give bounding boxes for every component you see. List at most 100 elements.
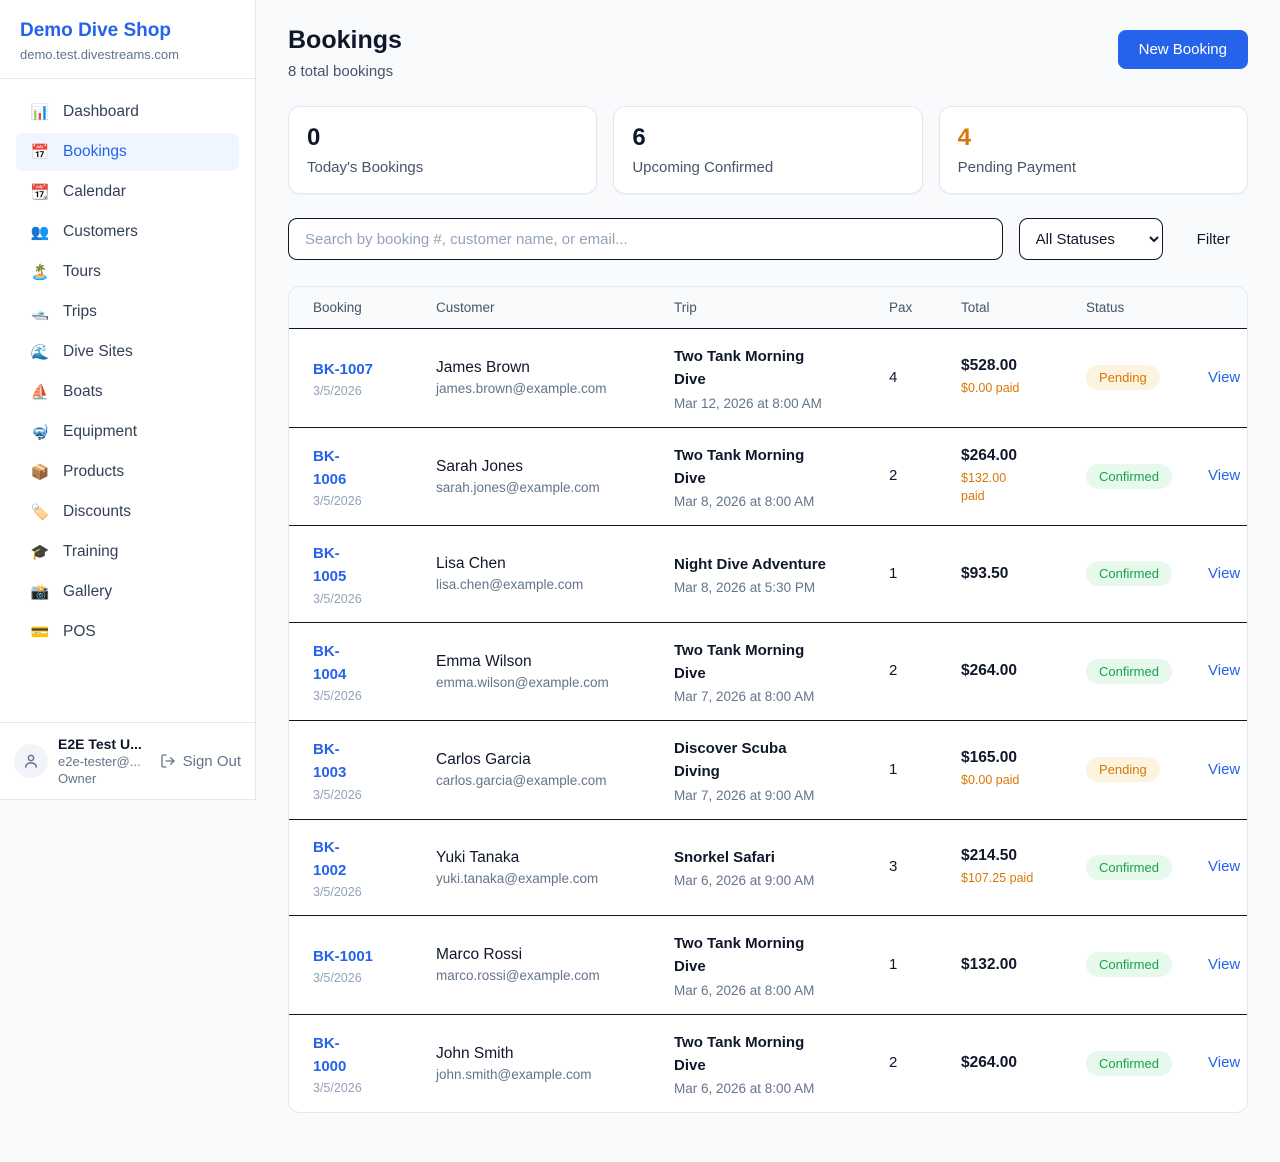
diving-mask-icon: 🤿 (30, 424, 50, 441)
trip-datetime: Mar 6, 2026 at 8:00 AM (674, 982, 815, 998)
table-row: BK- 1003 3/5/2026 Carlos Garcia carlos.g… (289, 720, 1247, 820)
booking-id-link[interactable]: BK- 1000 (313, 1034, 347, 1075)
status-badge: Confirmed (1086, 952, 1172, 978)
sailboat-icon: ⛵ (30, 384, 50, 401)
pax-count: 2 (889, 1054, 898, 1072)
page-subtitle: 8 total bookings (288, 63, 394, 80)
logout-icon (160, 754, 175, 768)
sidebar-item-calendar[interactable]: 📆 Calendar (16, 173, 239, 211)
table-row: BK- 1004 3/5/2026 Emma Wilson emma.wilso… (289, 622, 1247, 721)
sidebar-item-trips[interactable]: 🛥️ Trips (16, 293, 239, 331)
column-header-total: Total (937, 287, 1062, 329)
sidebar-item-label: Training (63, 543, 119, 560)
table-row: BK- 1006 3/5/2026 Sarah Jones sarah.jone… (289, 427, 1247, 526)
booking-date: 3/5/2026 (313, 689, 362, 703)
booking-date: 3/5/2026 (313, 885, 362, 899)
booking-date: 3/5/2026 (313, 1081, 362, 1095)
pax-count: 3 (889, 858, 898, 876)
customer-name: Carlos Garcia (436, 751, 531, 769)
sidebar-item-products[interactable]: 📦 Products (16, 453, 239, 491)
new-booking-button[interactable]: New Booking (1117, 30, 1248, 69)
booking-id-link[interactable]: BK- 1004 (313, 642, 347, 683)
wave-icon: 🌊 (30, 344, 50, 361)
status-badge: Pending (1086, 365, 1160, 391)
filter-button[interactable]: Filter (1179, 231, 1248, 248)
view-link[interactable]: View (1208, 858, 1241, 876)
sidebar-item-gallery[interactable]: 📸 Gallery (16, 573, 239, 611)
sidebar-item-label: Boats (63, 383, 103, 400)
sidebar-item-label: Dive Sites (63, 343, 133, 360)
sidebar-item-dashboard[interactable]: 📊 Dashboard (16, 93, 239, 131)
status-select[interactable]: All Statuses (1018, 218, 1163, 260)
sidebar-item-label: Trips (63, 303, 97, 320)
sidebar-item-discounts[interactable]: 🏷️ Discounts (16, 493, 239, 531)
bookings-table: Booking Customer Trip Pax Total Status B… (289, 287, 1247, 1112)
paid-amount: $107.25 paid (961, 870, 1034, 885)
table-row: BK- 1002 3/5/2026 Yuki Tanaka yuki.tanak… (289, 819, 1247, 916)
table-header: Booking Customer Trip Pax Total Status (289, 287, 1247, 329)
paid-amount: $0.00 paid (961, 381, 1020, 396)
customer-name: James Brown (436, 359, 530, 377)
trip-datetime: Mar 12, 2026 at 8:00 AM (674, 395, 822, 411)
column-header-trip: Trip (650, 287, 865, 329)
view-link[interactable]: View (1208, 955, 1241, 973)
people-icon: 👥 (30, 224, 50, 241)
bar-chart-icon: 📊 (30, 104, 50, 121)
view-link[interactable]: View (1208, 467, 1241, 485)
booking-id-link[interactable]: BK- 1006 (313, 447, 347, 488)
sidebar-item-label: Calendar (63, 183, 126, 200)
bookings-table-card: Booking Customer Trip Pax Total Status B… (288, 286, 1248, 1113)
booking-id-link[interactable]: BK-1007 (313, 360, 374, 378)
page-title: Bookings (288, 26, 402, 54)
booking-id-link[interactable]: BK-1001 (313, 947, 374, 965)
customer-email: james.brown@example.com (436, 381, 607, 397)
booking-id-link[interactable]: BK- 1003 (313, 741, 347, 782)
status-badge: Confirmed (1086, 463, 1172, 489)
booking-date: 3/5/2026 (313, 787, 362, 802)
total-amount: $264.00 (961, 446, 1018, 464)
sidebar-item-boats[interactable]: ⛵ Boats (16, 373, 239, 411)
view-link[interactable]: View (1208, 760, 1241, 778)
stat-card-pending-payment: 4 Pending Payment (938, 106, 1248, 194)
sidebar-item-bookings[interactable]: 📅 Bookings (16, 133, 239, 171)
view-link[interactable]: View (1208, 1054, 1241, 1072)
booking-id-link[interactable]: BK- 1002 (313, 838, 347, 879)
trip-datetime: Mar 6, 2026 at 9:00 AM (674, 873, 815, 889)
sidebar-item-label: Products (63, 463, 125, 480)
sidebar-item-pos[interactable]: 💳 POS (16, 613, 239, 651)
booking-date: 3/5/2026 (313, 494, 362, 508)
booking-date: 3/5/2026 (313, 591, 362, 606)
booking-date: 3/5/2026 (313, 970, 362, 985)
motorboat-icon: 🛥️ (30, 304, 50, 321)
status-badge: Confirmed (1086, 658, 1172, 684)
trip-datetime: Mar 7, 2026 at 8:00 AM (674, 689, 815, 704)
table-row: BK- 1005 3/5/2026 Lisa Chen lisa.chen@ex… (289, 525, 1247, 623)
sidebar-item-customers[interactable]: 👥 Customers (16, 213, 239, 251)
credit-card-icon: 💳 (30, 624, 50, 641)
user-email: e2e-tester@... (58, 754, 141, 769)
sign-out-button[interactable]: Sign Out (160, 753, 241, 770)
search-input[interactable] (288, 218, 1003, 260)
sidebar-item-tours[interactable]: 🏝️ Tours (16, 253, 239, 291)
total-amount: $165.00 (961, 749, 1018, 767)
trip-name: Two Tank Morning Dive (674, 446, 805, 487)
sidebar-item-dive-sites[interactable]: 🌊 Dive Sites (16, 333, 239, 371)
view-link[interactable]: View (1208, 662, 1241, 680)
paid-amount: $132.00 paid (961, 470, 1007, 504)
trip-name: Two Tank Morning Dive (674, 641, 805, 682)
customer-name: Marco Rossi (436, 946, 523, 964)
view-link[interactable]: View (1208, 564, 1241, 582)
sidebar-item-label: POS (63, 623, 96, 640)
sidebar-item-equipment[interactable]: 🤿 Equipment (16, 413, 239, 451)
booking-id-link[interactable]: BK- 1005 (313, 545, 347, 586)
view-link[interactable]: View (1208, 368, 1241, 386)
customer-name: John Smith (436, 1044, 514, 1062)
trip-datetime: Mar 6, 2026 at 8:00 AM (674, 1081, 815, 1096)
sidebar-item-training[interactable]: 🎓 Training (16, 533, 239, 571)
customer-email: lisa.chen@example.com (436, 577, 584, 593)
user-info: E2E Test U... e2e-tester@... Owner (58, 736, 150, 786)
sidebar-item-label: Customers (63, 223, 138, 240)
total-amount: $528.00 (961, 357, 1018, 375)
user-name: E2E Test U... (58, 736, 142, 752)
stat-value: 6 (632, 124, 646, 151)
